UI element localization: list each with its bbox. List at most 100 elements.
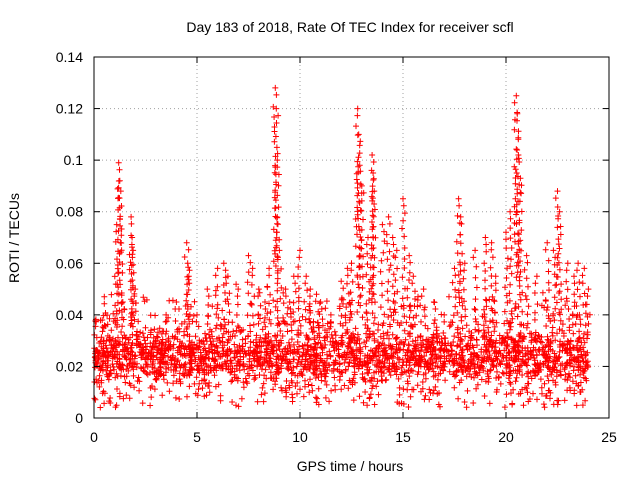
data-point	[585, 286, 592, 293]
data-point	[220, 260, 227, 267]
data-point-trail	[129, 323, 136, 330]
data-point	[393, 247, 400, 254]
data-point-trail	[384, 288, 391, 295]
data-point-trail	[554, 224, 561, 231]
data-point-trail	[518, 208, 525, 215]
data-point-trail	[358, 197, 365, 204]
data-point-trail	[292, 288, 299, 295]
data-point-trail	[511, 99, 518, 106]
data-point-trail	[302, 306, 309, 313]
data-point-trail	[459, 250, 466, 257]
data-point-trail	[482, 268, 489, 274]
data-point-trail	[372, 234, 379, 241]
data-point	[400, 195, 406, 202]
data-point-trail	[581, 290, 588, 297]
data-point	[488, 239, 495, 246]
data-point-trail	[573, 314, 580, 320]
dense-band-markers	[91, 281, 592, 411]
data-point-trail	[571, 291, 578, 298]
data-point-trail	[556, 266, 563, 273]
data-point-trail	[514, 230, 521, 237]
data-point-trail	[516, 159, 523, 165]
data-point-trail	[577, 293, 583, 300]
data-point-trail	[357, 302, 364, 309]
data-point-trail	[295, 264, 302, 270]
data-point	[354, 105, 361, 112]
data-point-trail	[558, 306, 565, 313]
data-point-trail	[422, 322, 429, 329]
data-point-trail	[339, 322, 346, 329]
data-point	[262, 299, 268, 305]
data-point-trail	[463, 322, 470, 329]
data-point-trail	[352, 243, 359, 250]
data-point-trail	[542, 246, 549, 253]
data-point-trail	[131, 293, 138, 300]
data-point	[461, 260, 468, 267]
data-point	[214, 265, 221, 272]
data-point-trail	[455, 287, 462, 294]
data-point-trail	[273, 91, 280, 98]
data-point	[406, 252, 413, 259]
data-point	[313, 291, 320, 298]
data-point-trail	[353, 123, 359, 130]
data-point-trail	[554, 274, 561, 280]
data-point-trail	[525, 283, 531, 290]
data-point-trail	[583, 301, 590, 308]
data-point	[183, 239, 190, 246]
data-point-trail	[370, 280, 377, 287]
data-point-trail	[307, 319, 314, 326]
data-point-trail	[368, 285, 375, 292]
data-point-trail	[214, 283, 221, 290]
data-point-trail	[186, 267, 193, 274]
data-point-trail	[472, 306, 479, 313]
data-point-trail	[507, 235, 514, 242]
y-tick-label: 0.08	[56, 204, 83, 220]
data-point-trail	[225, 300, 232, 307]
data-point-trail	[262, 314, 268, 321]
x-axis-label: GPS time / hours	[297, 458, 404, 474]
x-tick-label: 10	[292, 429, 308, 445]
data-point	[273, 105, 280, 112]
data-point-trail	[512, 166, 519, 173]
data-point-trail	[354, 184, 361, 191]
y-tick-label: 0.02	[56, 358, 83, 374]
data-point-trail	[579, 280, 586, 287]
data-point-trail	[399, 225, 405, 232]
data-point-trail	[117, 222, 124, 229]
x-tick-label: 5	[193, 429, 201, 445]
data-point	[507, 208, 514, 215]
data-point-trail	[582, 310, 589, 317]
data-point-trail	[371, 201, 378, 207]
data-point-trail	[290, 318, 297, 325]
data-point-trail	[266, 300, 272, 307]
data-point-trail	[381, 311, 388, 318]
y-axis-label: ROTI / TECUs	[6, 193, 22, 283]
data-point-trail	[515, 240, 522, 247]
data-point-trail	[503, 245, 510, 252]
data-point-trail	[369, 219, 375, 225]
data-point-trail	[574, 267, 580, 274]
data-point-trail	[521, 266, 528, 273]
data-point-trail	[513, 146, 520, 153]
data-point-trail	[346, 300, 353, 307]
data-point-trail	[514, 117, 520, 124]
data-point	[194, 311, 200, 318]
data-point-trail	[386, 248, 393, 255]
data-point-trail	[274, 270, 281, 276]
data-point-trail	[162, 318, 169, 325]
data-point-trail	[460, 275, 467, 282]
data-point-trail	[370, 177, 377, 183]
data-point-trail	[554, 204, 561, 210]
data-point-trail	[482, 285, 489, 292]
data-point-trail	[503, 236, 509, 243]
data-point-trail	[359, 263, 365, 270]
data-point-trail	[545, 268, 552, 275]
data-point-trail	[522, 292, 529, 299]
data-point-trail	[394, 319, 401, 326]
data-point-trail	[357, 181, 364, 188]
data-point-trail	[119, 314, 125, 321]
data-point-trail	[271, 205, 278, 212]
data-point-trail	[501, 308, 508, 315]
data-point-trail	[274, 315, 281, 321]
data-point-trail	[508, 256, 514, 263]
